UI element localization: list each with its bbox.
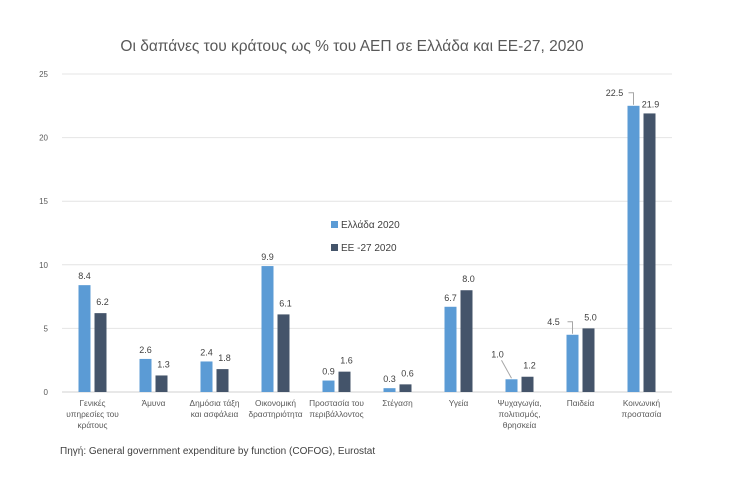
data-label: 4.5 [547, 317, 560, 327]
y-tick-label: 20 [39, 134, 48, 143]
data-label: 6.2 [96, 297, 109, 307]
legend-swatch-greece [331, 221, 338, 228]
x-category-label: Δημόσια τάξη [190, 398, 240, 408]
bar-eu27 [216, 369, 229, 392]
legend-label-eu27: ΕΕ -27 2020 [341, 243, 397, 254]
data-label: 2.6 [139, 345, 152, 355]
data-labels: 8.4 6.2 2.6 1.3 2.4 1.8 9.9 6.1 0.9 1.6 0.3 0.6 6.7 8… [78, 88, 659, 384]
data-label: 21.9 [642, 99, 660, 109]
legend: Ελλάδα 2020 ΕΕ -27 2020 [331, 219, 400, 254]
data-label: 8.0 [462, 274, 475, 284]
bar-greece [505, 379, 518, 392]
x-category-label: υπηρεσίες του [66, 409, 119, 419]
x-category-label: περιβάλλοντος [309, 409, 363, 419]
data-label: 1.6 [340, 356, 353, 366]
chart-title: Οι δαπάνες του κράτους ως % του ΑΕΠ σε Ε… [120, 38, 584, 55]
data-label: 1.2 [523, 361, 536, 371]
data-label: 2.4 [200, 347, 213, 357]
bar-eu27 [460, 290, 473, 392]
x-category-label: θρησκεία [503, 420, 537, 430]
data-label: 6.7 [444, 293, 457, 303]
leader-line [628, 92, 634, 105]
bar-greece [322, 380, 335, 392]
data-label: 22.5 [606, 88, 624, 98]
data-label: 5.0 [584, 312, 597, 322]
y-axis-ticks: 0 5 10 15 20 25 [39, 70, 48, 397]
bar-eu27 [582, 328, 595, 392]
bar-eu27 [399, 384, 412, 392]
data-label: 0.3 [383, 374, 396, 384]
y-tick-label: 10 [39, 261, 48, 270]
x-category-label: Οικονομική [255, 398, 296, 408]
x-category-label: και ασφάλεια [191, 409, 239, 419]
x-category-label: Υγεία [449, 398, 469, 408]
source-note: Πηγή: General government expenditure by … [60, 446, 376, 457]
legend-label-greece: Ελλάδα 2020 [341, 219, 400, 231]
data-label: 0.6 [401, 368, 414, 378]
bar-greece [444, 306, 457, 392]
data-label: 1.3 [157, 359, 170, 369]
data-label: 1.8 [218, 353, 231, 363]
bar-eu27 [338, 371, 351, 392]
x-category-label: Παιδεία [567, 398, 595, 408]
x-category-label: δραστηριότητα [248, 409, 302, 419]
y-tick-label: 0 [44, 388, 49, 397]
bar-greece [261, 266, 274, 392]
bars [78, 105, 656, 393]
bar-greece [200, 361, 213, 392]
x-category-label: προστασία [622, 409, 662, 419]
x-category-label: Γενικές [79, 398, 105, 408]
x-category-label: Προστασία του [309, 398, 364, 408]
x-category-label: Στέγαση [382, 398, 413, 408]
bar-greece [383, 388, 396, 392]
data-label: 6.1 [279, 298, 292, 308]
legend-swatch-eu27 [331, 244, 338, 251]
bar-greece [139, 358, 152, 392]
y-tick-label: 5 [44, 324, 49, 333]
x-category-label: Άμυνα [142, 398, 166, 408]
leader-line [501, 360, 512, 379]
leader-line [567, 321, 573, 334]
data-label: 9.9 [261, 252, 274, 262]
bar-greece [566, 334, 579, 392]
y-tick-label: 15 [39, 197, 48, 206]
y-tick-label: 25 [39, 70, 48, 79]
bar-eu27 [277, 314, 290, 392]
data-label: 8.4 [78, 271, 91, 281]
data-label: 0.9 [322, 367, 335, 377]
bar-eu27 [94, 313, 107, 392]
bar-greece [78, 285, 91, 392]
bar-eu27 [521, 376, 534, 392]
data-label: 1.0 [491, 349, 504, 359]
bar-greece [627, 105, 640, 393]
x-category-label: Κοινωνική [623, 398, 661, 408]
bar-eu27 [155, 375, 168, 392]
x-category-label: πολιτισμός, [499, 409, 541, 419]
x-category-label: Ψυχαγωγία, [497, 398, 541, 408]
bar-eu27 [643, 113, 656, 392]
gridlines [62, 73, 672, 393]
x-category-label: κράτους [78, 420, 108, 430]
